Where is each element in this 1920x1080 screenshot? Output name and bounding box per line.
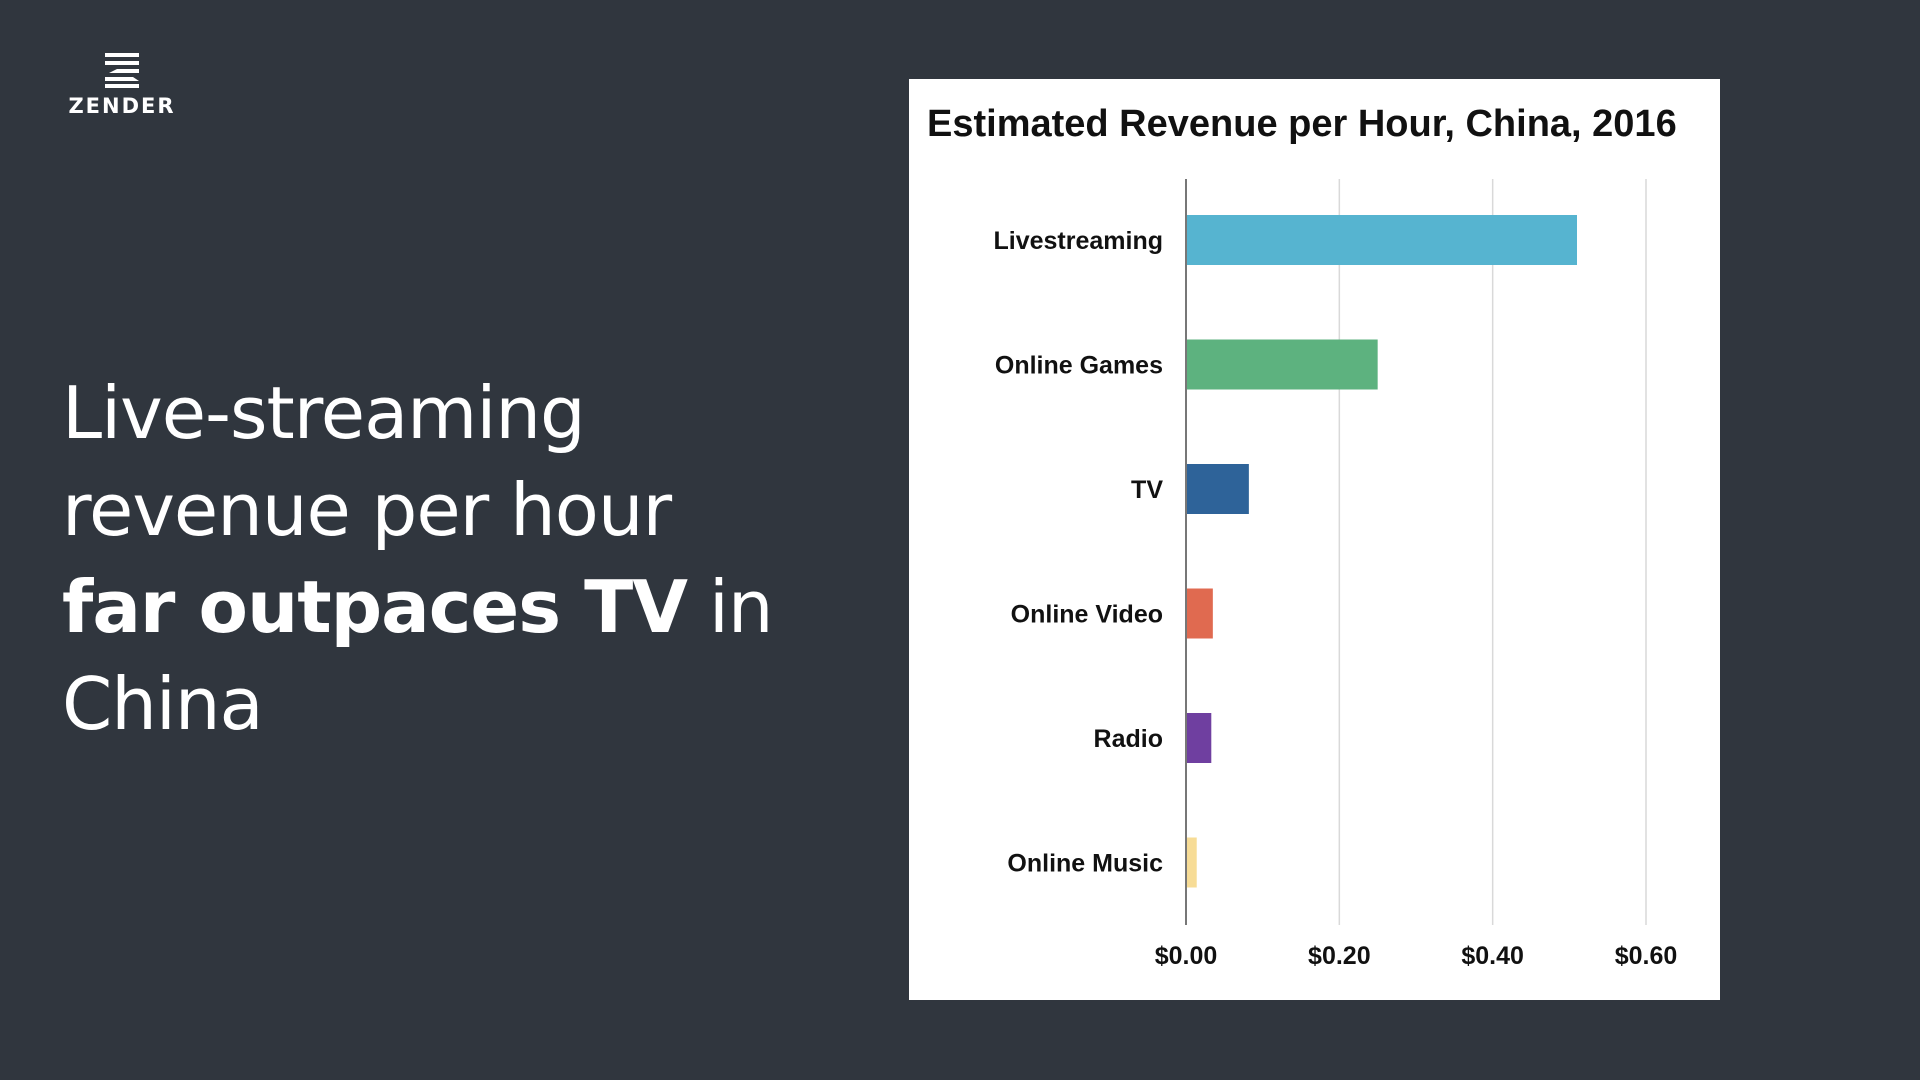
chart-card: Livestreaming Online Games TV Online Video R… — [909, 79, 1720, 1000]
headline-line-2: revenue per hour — [62, 468, 672, 552]
category-label: Online Games — [995, 352, 1163, 380]
category-label: Livestreaming — [993, 227, 1163, 255]
bar — [1186, 713, 1212, 763]
headline-line-3: far outpaces TV in — [62, 559, 774, 656]
chart-title: Estimated Revenue per Hour, China, 2016 — [927, 103, 1677, 145]
bar — [1186, 339, 1378, 390]
bar-chart: Livestreaming Online Games TV Online Video R… — [993, 179, 1678, 970]
category-label: Radio — [1094, 725, 1163, 753]
bar — [1186, 837, 1197, 888]
bar — [1186, 215, 1577, 265]
headline-line-1: Live-streaming — [62, 371, 586, 455]
headline-line-3-rest: in — [687, 565, 774, 649]
bar — [1186, 464, 1249, 514]
bar — [1186, 588, 1213, 639]
x-tick-label: $0.60 — [1615, 942, 1678, 970]
logo-text: ZENDER — [68, 94, 176, 118]
x-tick-label: $0.20 — [1308, 942, 1371, 970]
category-label: Online Music — [1007, 850, 1163, 878]
zender-stripes-logo-icon — [105, 53, 139, 88]
category-label: Online Video — [1011, 601, 1163, 629]
x-tick-label: $0.40 — [1461, 942, 1524, 970]
headline-emphasis: far outpaces TV — [62, 565, 688, 649]
headline-line-4: China — [62, 662, 264, 746]
headline: Live-streaming revenue per hour far outp… — [62, 365, 774, 753]
x-tick-label: $0.00 — [1155, 942, 1218, 970]
category-label: TV — [1131, 476, 1163, 504]
zender-logo: ZENDER — [68, 52, 176, 118]
